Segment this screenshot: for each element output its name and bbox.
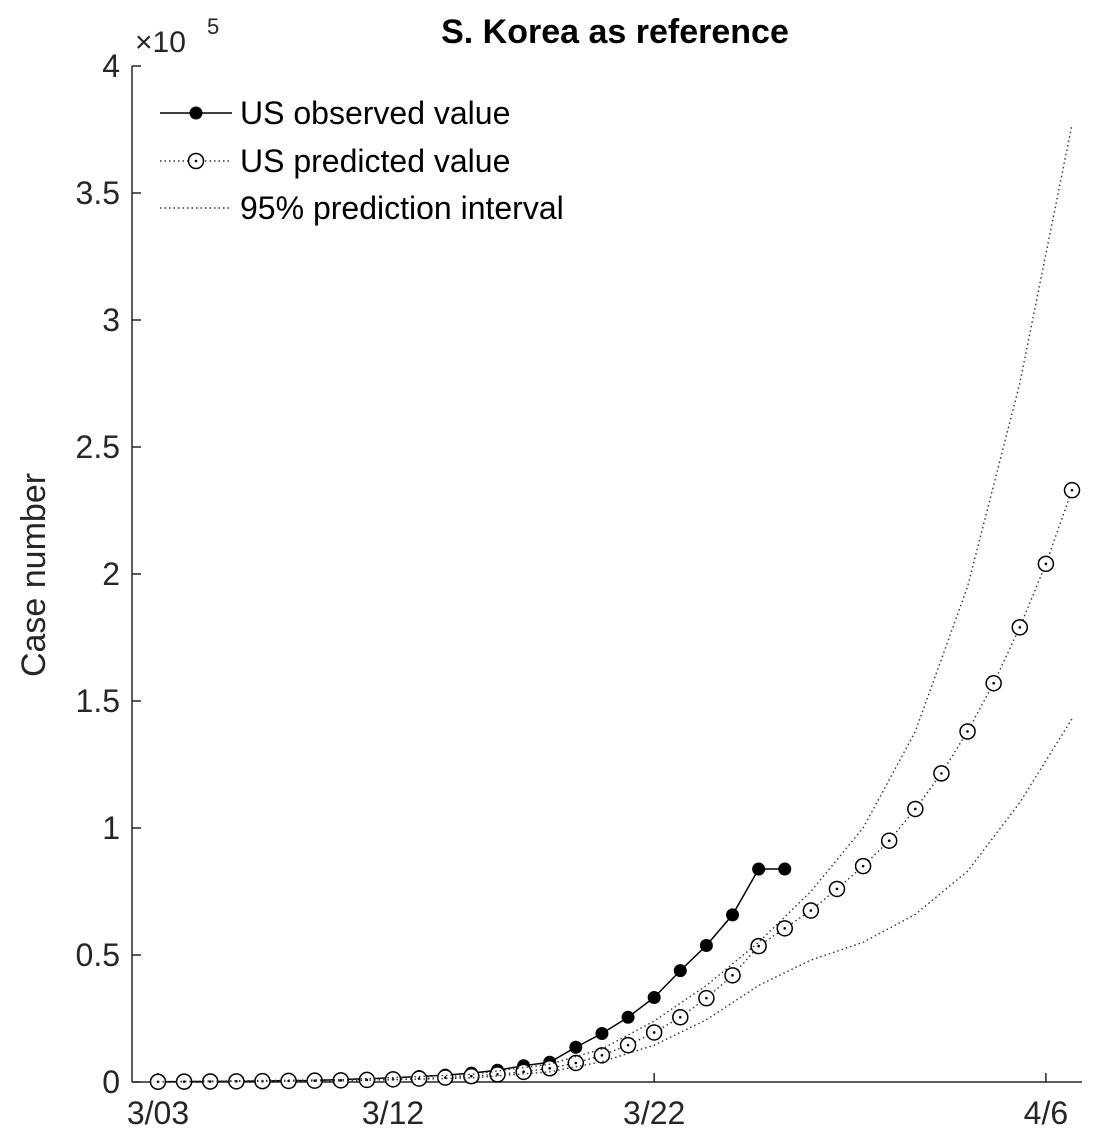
predicted-line <box>157 489 1073 1083</box>
x-tick-label: 3/12 <box>362 1095 424 1131</box>
legend-item-observed: US observed value <box>160 95 510 131</box>
series-1 <box>149 481 1081 1090</box>
y-multiplier-exponent: 5 <box>207 14 219 39</box>
legend-item-predicted: US predicted value <box>160 143 510 179</box>
y-axis-multiplier: ×10 5 <box>135 14 219 59</box>
legend-swatch-marker-center <box>194 159 198 163</box>
predicted-point-center <box>339 1079 343 1082</box>
predicted-point-center <box>705 996 708 1000</box>
y-tick-label: 0.5 <box>76 937 120 973</box>
observed-point <box>726 908 740 922</box>
y-axis-label: Case number <box>15 473 53 677</box>
legend-label: 95% prediction interval <box>240 190 564 226</box>
predicted-point-center <box>496 1073 499 1076</box>
observed-line <box>157 868 785 1083</box>
predicted-point-center <box>600 1054 604 1057</box>
predicted-point-center <box>757 944 760 948</box>
observed-point <box>621 1010 635 1024</box>
predicted-point-center <box>313 1079 316 1082</box>
predicted-point-center <box>652 1031 656 1034</box>
predicted-point-center <box>574 1061 578 1065</box>
legend: US observed value US predicted value 95% p… <box>160 95 564 226</box>
x-tick-label: 3/03 <box>127 1095 189 1131</box>
predicted-point-center <box>887 839 891 842</box>
predicted-point-center <box>678 1015 682 1019</box>
predicted-point-center <box>1070 488 1074 492</box>
predicted-point-center <box>470 1074 473 1078</box>
observed-point <box>752 862 766 876</box>
y-tick-label: 4 <box>102 48 120 84</box>
predicted-point-center <box>731 974 734 977</box>
predicted-point-center <box>208 1080 212 1083</box>
y-tick-label: 2 <box>102 556 120 592</box>
y-tick-label: 1 <box>102 810 120 846</box>
x-tick-label: 3/22 <box>623 1095 685 1131</box>
y-tick-label: 2.5 <box>76 429 120 465</box>
predicted-point-center <box>914 807 917 811</box>
legend-label: US predicted value <box>240 143 510 179</box>
x-tick-label: 4/6 <box>1024 1095 1068 1131</box>
series-0 <box>151 862 792 1089</box>
predicted-point-center <box>835 887 839 891</box>
predicted-point-center <box>522 1070 525 1074</box>
observed-point <box>595 1026 609 1040</box>
series-layer <box>149 124 1081 1090</box>
observed-point <box>673 964 687 978</box>
predicted-point-center <box>966 730 969 733</box>
predicted-point-center <box>1018 626 1022 629</box>
observed-point <box>569 1040 583 1054</box>
y-tick-label: 1.5 <box>76 683 120 719</box>
observed-point <box>699 939 713 953</box>
interval-line <box>157 124 1073 1083</box>
predicted-point-center <box>443 1076 447 1079</box>
y-tick-label: 0 <box>102 1064 120 1100</box>
chart-title: S. Korea as reference <box>441 13 789 51</box>
predicted-point-center <box>783 927 787 930</box>
predicted-point-center <box>1044 562 1048 566</box>
observed-point <box>778 862 792 876</box>
observed-point <box>647 990 661 1004</box>
predicted-point-center <box>940 772 943 775</box>
predicted-point-center <box>861 864 865 868</box>
series-2 <box>157 124 1073 1083</box>
predicted-point-center <box>626 1043 630 1047</box>
y-multiplier-base: ×10 <box>135 26 186 59</box>
predicted-point-center <box>548 1066 552 1070</box>
axes: 0 0.5 1 1.5 2 2.5 3 3.5 4 3/03 3/12 3/22 4/6 <box>76 48 1082 1131</box>
legend-label: US observed value <box>240 95 510 131</box>
legend-item-interval: 95% prediction interval <box>160 190 564 226</box>
predicted-point-center <box>992 681 995 685</box>
y-tick-label: 3 <box>102 302 120 338</box>
y-tick-label: 3.5 <box>76 175 120 211</box>
predicted-point-center <box>809 909 813 912</box>
legend-swatch-marker <box>189 106 203 120</box>
predicted-point-center <box>182 1080 186 1083</box>
